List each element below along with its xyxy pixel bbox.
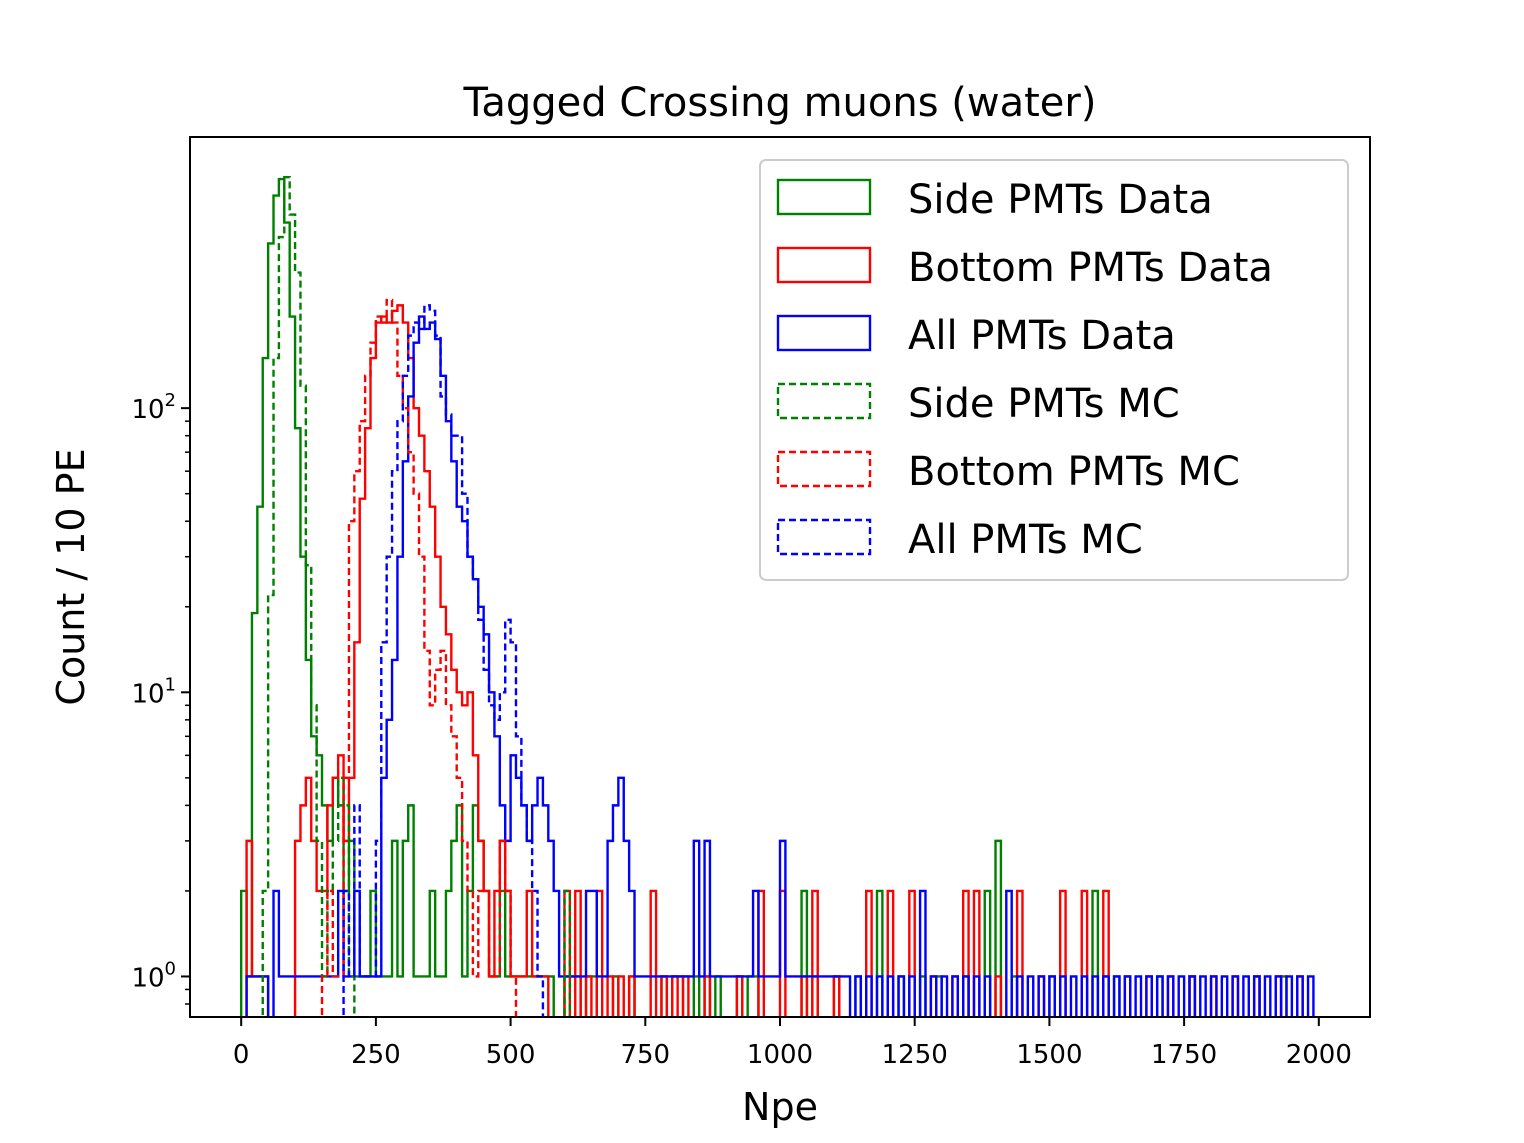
x-tick-label: 1000 [747,1040,813,1070]
y-tick-label: 102 [131,390,176,425]
legend-entry-label: All PMTs MC [908,517,1143,563]
legend-swatch [776,450,872,488]
legend-entry-label: All PMTs Data [908,313,1176,359]
x-tick-label: 1250 [882,1040,948,1070]
legend-entry-label: Side PMTs Data [908,177,1213,223]
series-all-pmts-data [245,315,1315,1017]
x-tick-label: 1750 [1151,1040,1217,1070]
chart-title: Tagged Crossing muons (water) [463,80,1097,126]
legend-box [759,159,1349,581]
x-tick-label: 250 [351,1040,401,1070]
legend: Side PMTs Data Bottom PMTs Data All PMTs D… [759,159,1349,581]
legend-entry-label: Side PMTs MC [908,381,1180,427]
series-side-pmts-mc [261,175,572,1017]
legend-swatch [776,246,872,284]
legend-entry-label: Bottom PMTs MC [908,449,1240,495]
y-tick-label: 101 [131,674,176,709]
series-bottom-pmts-mc [320,298,518,1017]
legend-entry-label: Bottom PMTs Data [908,245,1273,291]
y-axis-label: Count / 10 PE [49,448,93,705]
x-tick-label: 0 [233,1040,250,1070]
x-tick-label: 500 [486,1040,536,1070]
legend-swatch [776,382,872,420]
x-axis: 0 250 500 750 1000 1250 1500 1750 2000 [233,1017,1352,1070]
legend-swatch [776,314,872,352]
x-tick-label: 1500 [1016,1040,1082,1070]
series-all-pmts-mc [342,304,545,1017]
legend-swatch [776,518,872,556]
y-tick-label: 100 [131,958,176,993]
x-tick-label: 2000 [1286,1040,1352,1070]
legend-swatch [776,178,872,216]
x-tick-label: 750 [620,1040,670,1070]
x-axis-label: Npe [742,1085,818,1129]
y-axis: 100 101 102 [131,390,190,1005]
plot-area [239,175,1315,1017]
